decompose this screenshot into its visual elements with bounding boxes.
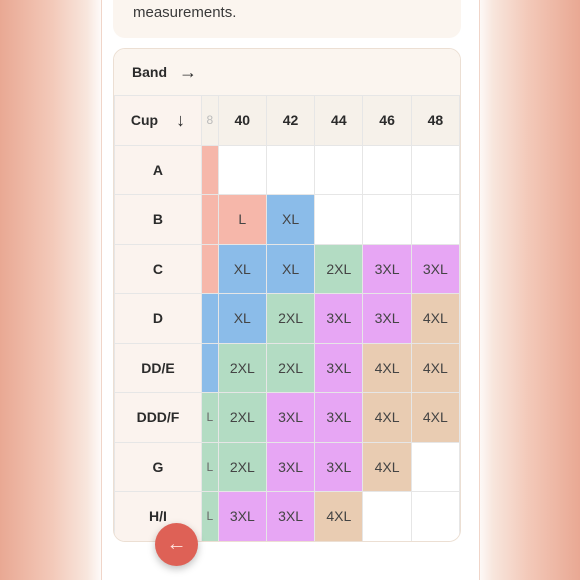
size-cell[interactable]	[314, 144, 364, 195]
intro-text: measurements.	[133, 4, 237, 21]
cup-size-label: DDD/F	[114, 392, 202, 443]
size-cell[interactable]: XL	[265, 194, 316, 245]
size-cell-cut	[200, 342, 219, 393]
size-cell-cut	[200, 194, 219, 245]
size-cell[interactable]	[362, 491, 412, 541]
size-cell[interactable]	[362, 144, 412, 195]
size-cell[interactable]: 2XL	[217, 392, 267, 443]
table-row: C XL XL 2XL 3XL 3XL	[114, 243, 460, 294]
table-row: G L 2XL 3XL 3XL 4XL	[114, 441, 460, 492]
band-size-header-cut: 8	[200, 95, 219, 146]
band-label: Band	[132, 64, 167, 80]
size-cell[interactable]: 4XL	[410, 293, 460, 344]
size-cell[interactable]	[410, 194, 460, 245]
size-cell[interactable]: 3XL	[362, 293, 412, 344]
size-cell[interactable]: 3XL	[265, 441, 316, 492]
size-cell[interactable]: 3XL	[265, 392, 316, 443]
band-size-header: 46	[362, 95, 412, 146]
band-size-header: 48	[410, 95, 460, 146]
size-cell[interactable]: 3XL	[314, 392, 364, 443]
size-cell[interactable]: 3XL	[217, 491, 267, 541]
cup-label: Cup	[130, 112, 159, 129]
size-cell[interactable]: XL	[217, 243, 267, 294]
table-row: D XL 2XL 3XL 3XL 4XL	[114, 293, 460, 344]
size-cell-cut: L	[200, 392, 219, 443]
size-cell[interactable]: 4XL	[362, 392, 412, 443]
size-cell[interactable]: 3XL	[314, 293, 364, 344]
table-row: DDD/F L 2XL 3XL 3XL 4XL 4XL	[114, 392, 460, 443]
size-cell-cut	[200, 293, 219, 344]
cup-size-label: C	[114, 243, 202, 294]
size-cell[interactable]: 3XL	[362, 243, 412, 294]
size-cell[interactable]: 3XL	[314, 441, 364, 492]
table-row: DD/E 2XL 2XL 3XL 4XL 4XL	[114, 342, 460, 393]
cup-size-label: A	[114, 144, 202, 195]
size-cell-cut: L	[200, 441, 219, 492]
cup-size-label: G	[114, 441, 202, 492]
size-cell[interactable]: 2XL	[314, 243, 364, 294]
size-chart-table[interactable]: Cup ↓ 8 40 42 44 46 48 A B L XL C XL XL 2XL 3XL 3…	[114, 95, 460, 541]
size-cell[interactable]	[362, 194, 412, 245]
cup-column-header: Cup ↓	[114, 95, 202, 146]
intro-text-panel: measurements.	[113, 0, 461, 38]
arrow-left-icon: ←	[166, 533, 187, 555]
arrow-down-icon: ↓	[176, 109, 186, 130]
size-cell-cut: L	[200, 491, 219, 541]
size-cell[interactable]: 4XL	[410, 392, 460, 443]
size-cell[interactable]: 2XL	[217, 441, 267, 492]
size-cell-cut	[200, 243, 219, 294]
size-chart-card: Band → Cup ↓ 8 40 42 44 46 48	[113, 48, 461, 542]
size-cell[interactable]: 3XL	[314, 342, 364, 393]
table-row: B L XL	[114, 194, 460, 245]
size-cell[interactable]: 2XL	[265, 342, 316, 393]
cup-size-label: DD/E	[114, 342, 202, 393]
size-cell[interactable]: 4XL	[362, 342, 412, 393]
cup-size-label: B	[114, 194, 202, 245]
band-header: Band →	[114, 49, 460, 95]
size-cell[interactable]: 3XL	[410, 243, 460, 294]
back-button[interactable]: ←	[155, 523, 198, 566]
band-size-header: 40	[217, 95, 267, 146]
size-cell[interactable]	[217, 144, 267, 195]
phone-frame: measurements. Band → Cup ↓ 8 40 42	[101, 0, 480, 580]
arrow-right-icon: →	[179, 61, 197, 82]
band-size-header: 42	[265, 95, 316, 146]
size-cell[interactable]: 2XL	[265, 293, 316, 344]
size-cell[interactable]: XL	[217, 293, 267, 344]
size-cell[interactable]	[314, 194, 364, 245]
size-cell-cut	[200, 144, 219, 195]
band-size-header: 44	[314, 95, 364, 146]
size-cell[interactable]: 4XL	[410, 342, 460, 393]
size-cell[interactable]	[410, 491, 460, 541]
size-cell[interactable]: XL	[265, 243, 316, 294]
band-size-header-row: Cup ↓ 8 40 42 44 46 48	[114, 95, 460, 146]
size-cell[interactable]	[410, 441, 460, 492]
size-cell[interactable]: 3XL	[265, 491, 316, 541]
table-row: H/I L 3XL 3XL 4XL	[114, 491, 460, 541]
cup-size-label: D	[114, 293, 202, 344]
table-row: A	[114, 144, 460, 195]
size-cell[interactable]: L	[217, 194, 267, 245]
size-cell[interactable]: 4XL	[314, 491, 364, 541]
size-cell[interactable]: 4XL	[362, 441, 412, 492]
size-cell[interactable]	[410, 144, 460, 195]
size-cell[interactable]	[265, 144, 316, 195]
size-cell[interactable]: 2XL	[217, 342, 267, 393]
